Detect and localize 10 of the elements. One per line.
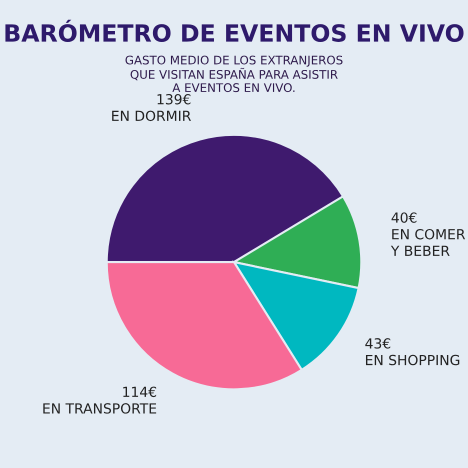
data-label: 139€ bbox=[158, 94, 190, 104]
chart-title: BARÓMETRO DE EVENTOS EN VIVO bbox=[5, 20, 464, 42]
slice-label: EN TRANSPORTE bbox=[43, 403, 156, 414]
chart-subtitle: GASTO MEDIO DE LOS EXTRANJEROS QUE VISITAN ESPAÑA PARA ASISTIR A EVENTOS EN VIVO. bbox=[125, 56, 343, 92]
slice-label: EN DORMIR bbox=[112, 110, 191, 122]
slice-label: EN SHOPPING bbox=[366, 354, 460, 366]
slice-label: EN COMER Y BEBER bbox=[390, 228, 466, 256]
data-label: 40€ bbox=[392, 212, 416, 223]
data-label: 114€ bbox=[123, 386, 156, 398]
data-label: 43€ bbox=[365, 338, 390, 349]
